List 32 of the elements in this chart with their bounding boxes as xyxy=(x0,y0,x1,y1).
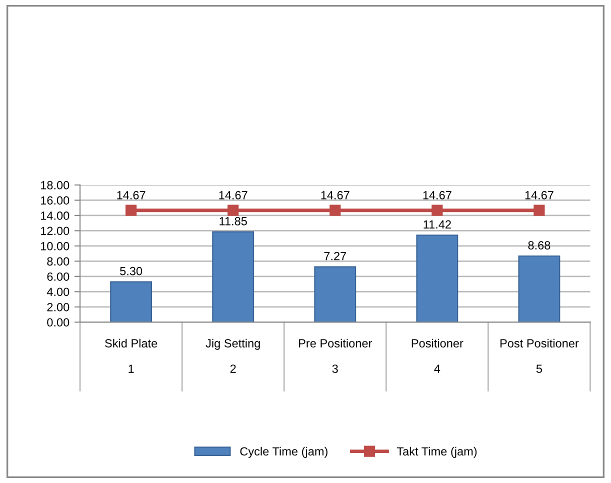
y-tick-label: 12.00 xyxy=(40,226,70,236)
data-label: 8.68 xyxy=(528,241,550,250)
y-tick-label: 14.00 xyxy=(40,212,70,220)
y-tick-label: 4.00 xyxy=(46,288,70,296)
category-label: Pre Positioner 3 xyxy=(299,338,372,373)
data-label: 7.27 xyxy=(324,252,346,260)
data-label: 14.67 xyxy=(219,191,248,200)
y-tick-label: 8.00 xyxy=(47,257,70,266)
category-label: Post Positioner 5 xyxy=(500,338,579,373)
category-label: Positioner 4 xyxy=(412,338,464,373)
bar xyxy=(518,255,560,322)
legend-label: Takt Time (jam) xyxy=(396,446,477,458)
category-label: Jig Setting 2 xyxy=(206,338,260,373)
data-label: 14.67 xyxy=(117,191,146,200)
bar xyxy=(110,281,152,322)
bar xyxy=(416,234,458,322)
data-label: 5.30 xyxy=(120,266,142,276)
bar xyxy=(212,231,254,322)
y-tick-label: 0.00 xyxy=(47,318,70,327)
y-tick-label: 16.00 xyxy=(40,196,70,205)
y-tick-label: 10.00 xyxy=(40,242,70,250)
category-label: Skid Plate 1 xyxy=(105,338,158,373)
data-label: 14.67 xyxy=(423,191,452,200)
y-tick-label: 18.00 xyxy=(40,181,70,190)
y-tick-label: 6.00 xyxy=(47,272,70,281)
y-tick-label: 2.00 xyxy=(47,302,70,312)
data-label: 11.85 xyxy=(220,216,247,226)
legend-label: Cycle Time (jam) xyxy=(240,446,328,458)
data-label: 14.67 xyxy=(525,191,554,200)
bar xyxy=(314,266,356,322)
data-label: 11.42 xyxy=(424,220,451,229)
data-label: 14.67 xyxy=(321,191,350,200)
